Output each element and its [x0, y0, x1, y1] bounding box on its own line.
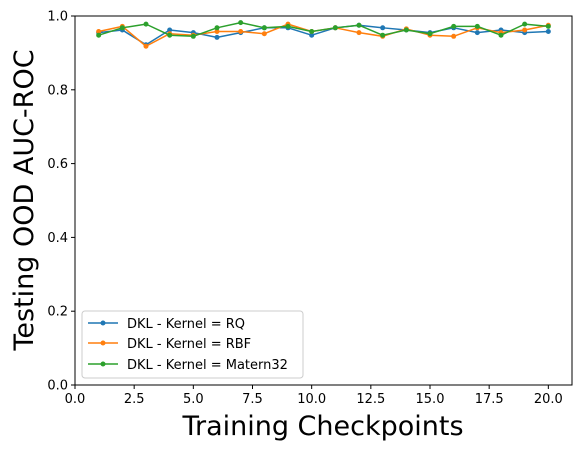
data-point-matern32 — [356, 22, 362, 28]
x-tick-label: 5.0 — [183, 392, 204, 407]
x-tick-label: 10.0 — [297, 392, 326, 407]
x-tick-label: 15.0 — [416, 392, 445, 407]
data-point-matern32 — [285, 23, 291, 29]
data-point-rq — [380, 25, 386, 31]
x-axis: 0.0 2.5 5.0 7.5 10.0 12.5 15.0 17.5 20.0 — [65, 385, 563, 407]
series-line-rq — [98, 24, 549, 46]
y-tick-label: 0.6 — [47, 157, 68, 172]
x-axis-label: Training Checkpoints — [181, 411, 463, 442]
data-point-rq — [214, 34, 220, 40]
data-point-rbf — [238, 28, 244, 34]
data-point-matern32 — [380, 32, 386, 38]
data-point-matern32 — [309, 28, 315, 34]
data-point-matern32 — [96, 32, 102, 38]
plot-frame — [74, 15, 573, 386]
legend-box — [81, 310, 304, 379]
data-point-rq — [545, 28, 551, 34]
y-tick-label: 1.0 — [47, 10, 68, 25]
y-tick-label: 0.8 — [47, 83, 68, 98]
x-tick-label: 17.5 — [475, 392, 504, 407]
y-axis-label: Testing OOD AUC-ROC — [9, 49, 40, 351]
y-tick-label: 0.0 — [47, 379, 68, 394]
data-point-rbf — [261, 31, 267, 37]
data-point-matern32 — [190, 33, 196, 39]
data-point-rbf — [96, 28, 102, 34]
data-point-matern32 — [261, 25, 267, 31]
y-axis: 0.0 0.2 0.4 0.6 0.8 1.0 — [47, 10, 75, 394]
legend-label-rbf: DKL - Kernel = RBF — [127, 337, 251, 352]
data-point-matern32 — [143, 21, 149, 27]
data-point-matern32 — [214, 25, 220, 31]
y-tick-label: 0.4 — [47, 231, 68, 246]
legend-marker-rbf — [100, 340, 106, 346]
x-tick-label: 7.5 — [242, 392, 263, 407]
x-tick-label: 0.0 — [65, 392, 86, 407]
data-point-matern32 — [332, 25, 338, 31]
data-point-matern32 — [522, 21, 528, 27]
data-point-rbf — [451, 33, 457, 39]
data-point-matern32 — [167, 32, 173, 38]
data-point-matern32 — [238, 20, 244, 26]
series-line-matern32 — [98, 21, 549, 38]
legend-label-rq: DKL - Kernel = RQ — [127, 317, 245, 332]
data-point-matern32 — [403, 27, 409, 33]
legend-marker-matern32 — [100, 361, 106, 367]
x-tick-label: 12.5 — [356, 392, 385, 407]
plot-series-layer — [96, 20, 551, 49]
data-point-rq — [167, 27, 173, 33]
y-tick-label: 0.2 — [47, 305, 68, 320]
data-point-rq — [474, 30, 480, 36]
legend-label-matern32: DKL - Kernel = Matern32 — [127, 358, 288, 373]
legend: DKL - Kernel = RQ DKL - Kernel = RBF DKL… — [81, 310, 304, 379]
data-point-matern32 — [498, 32, 504, 38]
data-point-rbf — [143, 43, 149, 49]
legend-marker-rq — [100, 320, 106, 326]
data-point-matern32 — [474, 23, 480, 29]
data-point-rbf — [522, 27, 528, 33]
data-point-rbf — [214, 28, 220, 34]
data-point-matern32 — [545, 23, 551, 29]
data-point-rbf — [356, 30, 362, 36]
x-tick-label: 2.5 — [124, 392, 145, 407]
data-point-matern32 — [427, 31, 433, 37]
data-point-matern32 — [451, 23, 457, 29]
data-point-rq — [309, 32, 315, 38]
data-point-matern32 — [119, 25, 125, 31]
x-tick-label: 20.0 — [534, 392, 563, 407]
